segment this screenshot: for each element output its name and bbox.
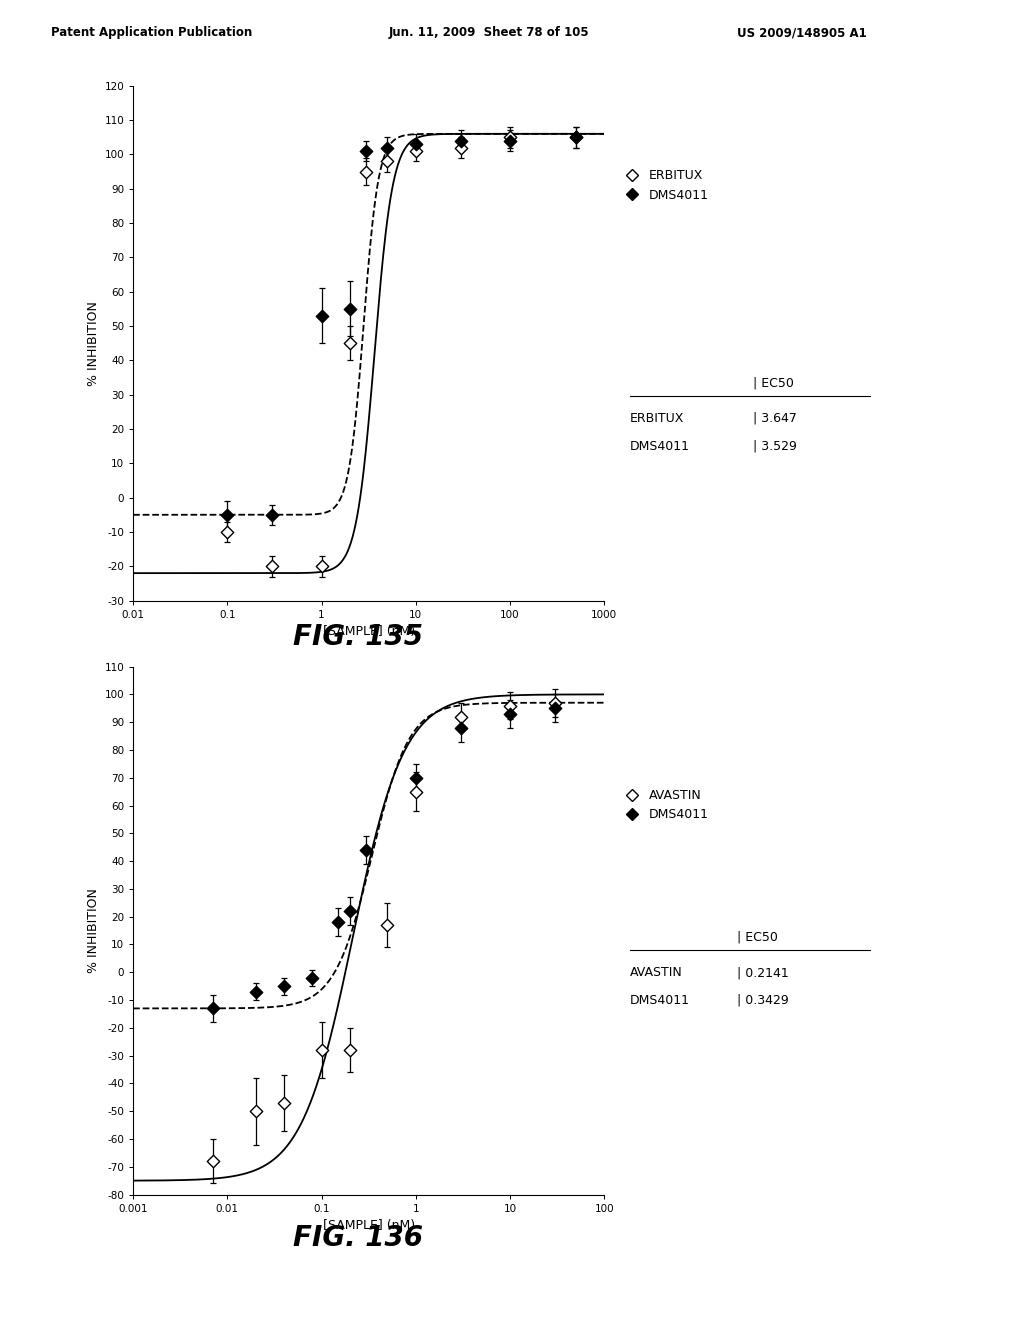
Point <box>379 150 395 172</box>
Point <box>248 1101 264 1122</box>
Text: DMS4011: DMS4011 <box>630 440 690 453</box>
Point <box>547 692 563 713</box>
Point <box>313 1040 330 1061</box>
Point <box>330 912 346 933</box>
Point <box>219 504 236 525</box>
Point <box>264 556 281 577</box>
Text: Patent Application Publication: Patent Application Publication <box>51 26 253 40</box>
Text: AVASTIN: AVASTIN <box>630 966 683 979</box>
Text: FIG. 136: FIG. 136 <box>294 1224 423 1251</box>
X-axis label: [SAMPLE] (nM): [SAMPLE] (nM) <box>323 626 415 638</box>
Text: | 3.529: | 3.529 <box>753 440 797 453</box>
Point <box>342 333 358 354</box>
Legend: AVASTIN, DMS4011: AVASTIN, DMS4011 <box>620 789 709 821</box>
Point <box>453 131 469 152</box>
Y-axis label: % INHIBITION: % INHIBITION <box>87 888 100 973</box>
Point <box>313 556 330 577</box>
Point <box>205 998 221 1019</box>
Point <box>502 704 518 725</box>
Point <box>275 975 292 997</box>
Point <box>453 717 469 738</box>
Text: FIG. 135: FIG. 135 <box>294 623 423 651</box>
Point <box>567 127 584 148</box>
Y-axis label: % INHIBITION: % INHIBITION <box>87 301 100 385</box>
Point <box>408 767 424 788</box>
Point <box>358 161 375 182</box>
Point <box>342 900 358 921</box>
Point <box>219 521 236 543</box>
Point <box>453 706 469 727</box>
Point <box>379 137 395 158</box>
Point <box>313 305 330 326</box>
Legend: ERBITUX, DMS4011: ERBITUX, DMS4011 <box>620 169 709 202</box>
Text: | 3.647: | 3.647 <box>753 412 797 425</box>
Point <box>358 140 375 161</box>
Point <box>502 127 518 148</box>
Text: ERBITUX: ERBITUX <box>630 412 684 425</box>
Text: | EC50: | EC50 <box>737 931 778 944</box>
Text: DMS4011: DMS4011 <box>630 994 690 1007</box>
Text: Jun. 11, 2009  Sheet 78 of 105: Jun. 11, 2009 Sheet 78 of 105 <box>389 26 590 40</box>
Point <box>502 694 518 715</box>
Point <box>547 698 563 719</box>
Point <box>502 131 518 152</box>
Point <box>342 1040 358 1061</box>
Point <box>304 968 321 989</box>
Point <box>342 298 358 319</box>
Point <box>264 504 281 525</box>
Point <box>205 1151 221 1172</box>
Point <box>379 915 395 936</box>
Text: | 0.2141: | 0.2141 <box>737 966 790 979</box>
Text: | EC50: | EC50 <box>753 376 794 389</box>
X-axis label: [SAMPLE] (nM): [SAMPLE] (nM) <box>323 1220 415 1232</box>
Text: US 2009/148905 A1: US 2009/148905 A1 <box>737 26 867 40</box>
Point <box>567 127 584 148</box>
Point <box>408 140 424 161</box>
Text: | 0.3429: | 0.3429 <box>737 994 790 1007</box>
Point <box>408 133 424 154</box>
Point <box>275 1093 292 1114</box>
Point <box>248 981 264 1002</box>
Point <box>453 137 469 158</box>
Point <box>408 781 424 803</box>
Point <box>358 840 375 861</box>
